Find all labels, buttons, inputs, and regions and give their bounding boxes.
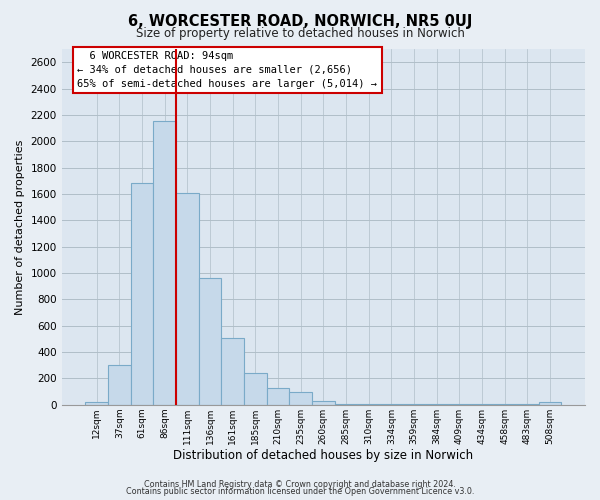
Text: Contains HM Land Registry data © Crown copyright and database right 2024.: Contains HM Land Registry data © Crown c… (144, 480, 456, 489)
X-axis label: Distribution of detached houses by size in Norwich: Distribution of detached houses by size … (173, 450, 473, 462)
Bar (470, 404, 493, 405)
Text: 6 WORCESTER ROAD: 94sqm
← 34% of detached houses are smaller (2,656)
65% of semi: 6 WORCESTER ROAD: 94sqm ← 34% of detache… (77, 51, 377, 89)
Y-axis label: Number of detached properties: Number of detached properties (15, 139, 25, 314)
Bar (448, 404, 470, 405)
Bar (154, 122, 176, 405)
Bar (493, 404, 516, 405)
Text: 6, WORCESTER ROAD, NORWICH, NR5 0UJ: 6, WORCESTER ROAD, NORWICH, NR5 0UJ (128, 14, 472, 29)
Bar (335, 404, 358, 405)
Bar (244, 372, 266, 405)
Bar (358, 404, 380, 405)
Bar (380, 404, 403, 405)
Bar (403, 404, 425, 405)
Bar (425, 404, 448, 405)
Bar (266, 388, 289, 405)
Bar (176, 192, 199, 405)
Bar (199, 278, 221, 405)
Bar (85, 402, 108, 405)
Bar (131, 184, 154, 405)
Bar (312, 401, 335, 405)
Text: Contains public sector information licensed under the Open Government Licence v3: Contains public sector information licen… (126, 488, 474, 496)
Bar (289, 392, 312, 405)
Bar (221, 338, 244, 405)
Text: Size of property relative to detached houses in Norwich: Size of property relative to detached ho… (136, 28, 464, 40)
Bar (516, 404, 539, 405)
Bar (539, 402, 561, 405)
Bar (108, 366, 131, 405)
